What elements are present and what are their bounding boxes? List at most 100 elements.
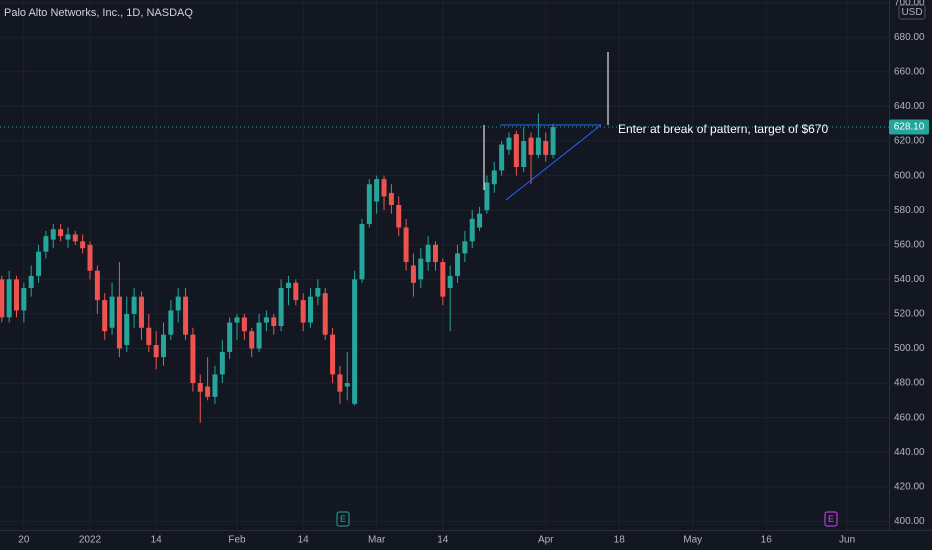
candles xyxy=(0,113,556,423)
candle-body xyxy=(161,334,167,358)
x-tick-label: 18 xyxy=(614,535,626,546)
candle-body xyxy=(462,241,468,254)
y-tick-label: 620.00 xyxy=(894,136,925,147)
candle-body xyxy=(396,205,402,228)
candle-body xyxy=(14,279,20,311)
candle-body xyxy=(447,275,453,288)
drawings xyxy=(483,52,609,201)
candle-body xyxy=(528,137,534,155)
candle-body xyxy=(344,383,350,387)
candle-body xyxy=(138,296,144,328)
candle-body xyxy=(197,383,203,392)
candle-body xyxy=(403,227,409,263)
y-tick-label: 640.00 xyxy=(894,101,925,112)
candle-body xyxy=(550,127,556,155)
candle-body xyxy=(469,218,475,242)
candle-body xyxy=(440,262,446,297)
pattern-bottom xyxy=(505,124,602,201)
candle-body xyxy=(271,317,277,327)
candle-body xyxy=(50,229,56,240)
candle-body xyxy=(388,192,394,206)
candle-body xyxy=(330,334,336,375)
candle-body xyxy=(65,234,71,240)
candle-body xyxy=(278,287,284,327)
candle-body xyxy=(109,296,115,328)
x-tick-label: Mar xyxy=(368,535,386,546)
candle-body xyxy=(0,279,5,318)
candle-body xyxy=(102,300,108,332)
candle-body xyxy=(234,317,240,323)
x-tick-label: May xyxy=(683,535,702,546)
y-tick-label: 500.00 xyxy=(894,343,925,354)
candle-body xyxy=(337,374,343,392)
candle-body xyxy=(315,287,321,297)
currency: USD xyxy=(901,7,922,18)
candle-body xyxy=(36,251,42,276)
last-price-box xyxy=(889,119,929,135)
candle-body xyxy=(124,313,130,346)
x-tick-label: 14 xyxy=(151,535,163,546)
y-tick-label: 400.00 xyxy=(894,516,925,527)
candle-body xyxy=(205,386,211,397)
candle-body xyxy=(322,293,328,335)
candle-body xyxy=(366,184,372,225)
candle-body xyxy=(381,179,387,197)
candle-body xyxy=(374,179,380,202)
candle-body xyxy=(43,236,49,252)
earnings-marker xyxy=(336,511,350,527)
candle-body xyxy=(28,275,34,288)
candle-body xyxy=(249,331,255,349)
candle-body xyxy=(425,244,431,263)
candle-body xyxy=(535,137,541,155)
candle-body xyxy=(491,170,497,185)
x-tick-label: Feb xyxy=(228,535,246,546)
y-tick-label: 460.00 xyxy=(894,412,925,423)
candle-body xyxy=(153,345,159,358)
y-tick-label: 440.00 xyxy=(894,447,925,458)
candle-body xyxy=(190,334,196,384)
candle-body xyxy=(352,279,358,404)
annotation: Enter at break of pattern, target of $67… xyxy=(618,122,828,136)
candle-body xyxy=(183,296,189,335)
y-tick-label: 540.00 xyxy=(894,274,925,285)
candle-body xyxy=(359,224,365,280)
y-tick-label: 680.00 xyxy=(894,32,925,43)
candle-body xyxy=(241,317,247,332)
currency-box xyxy=(898,4,926,20)
x-tick-label: 20 xyxy=(18,535,30,546)
candle-body xyxy=(300,300,306,323)
y-tick-label: 660.00 xyxy=(894,67,925,78)
candle-body xyxy=(263,317,269,323)
candle-body xyxy=(543,141,549,155)
candle-body xyxy=(455,253,461,276)
candle-body xyxy=(484,182,490,211)
chart-title: Palo Alto Networks, Inc., 1D, NASDAQ xyxy=(4,7,193,19)
y-tick-label: 420.00 xyxy=(894,481,925,492)
candle-body xyxy=(131,296,137,314)
x-tick-label: 16 xyxy=(761,535,773,546)
candle-body xyxy=(116,296,122,349)
y-tick-label: 700.00 xyxy=(894,0,925,8)
x-tick-label: 14 xyxy=(298,535,310,546)
x-tick-label: Jun xyxy=(839,535,855,546)
candle-body xyxy=(285,282,291,288)
candle-body xyxy=(94,270,100,301)
candle-body xyxy=(506,137,512,150)
candle-body xyxy=(146,327,152,346)
candle-body xyxy=(418,258,424,280)
candle-body xyxy=(21,287,27,311)
candle-body xyxy=(499,144,505,171)
candle-body xyxy=(521,141,527,167)
earnings-marker xyxy=(824,511,838,527)
candle-body xyxy=(212,374,218,397)
candle-body xyxy=(58,229,64,237)
candle-body xyxy=(6,279,12,318)
x-tick-label: Apr xyxy=(538,535,554,546)
earnings-label: E xyxy=(828,514,834,524)
y-tick-label: 560.00 xyxy=(894,239,925,250)
y-tick-label: 600.00 xyxy=(894,170,925,181)
candle-body xyxy=(168,310,174,335)
y-tick-label: 480.00 xyxy=(894,378,925,389)
